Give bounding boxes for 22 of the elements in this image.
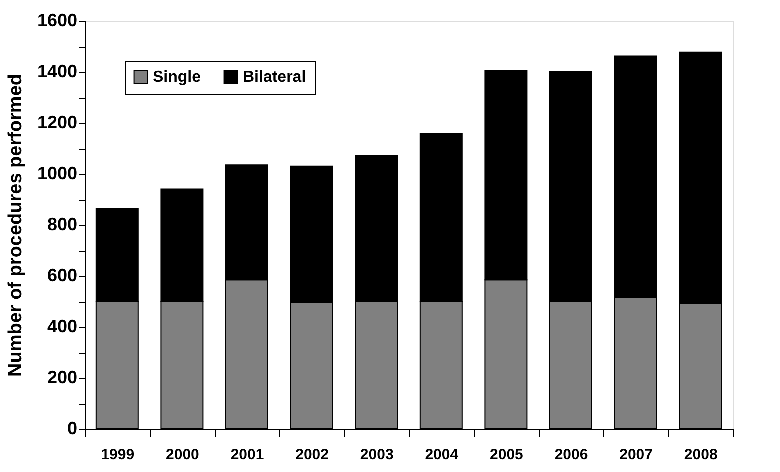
- y-tick-label: 800: [47, 214, 78, 234]
- x-tick-label: 2002: [296, 446, 329, 464]
- y-axis-title: Number of procedures performed: [5, 74, 26, 377]
- y-tick-label: 1600: [37, 10, 78, 30]
- x-tick-label: 2000: [166, 446, 200, 464]
- y-tick-label: 200: [47, 368, 78, 388]
- y-tick-label: 400: [47, 316, 78, 336]
- y-tick-label: 1200: [37, 112, 78, 132]
- x-tick-label: 2005: [490, 446, 524, 464]
- x-tick-label: 1999: [101, 446, 135, 464]
- x-tick-label: 2006: [554, 446, 588, 464]
- x-tick-label: 2007: [620, 446, 653, 464]
- y-tick-label: 1400: [37, 62, 78, 82]
- y-tick-label: 600: [47, 266, 78, 286]
- legend-label: Single: [153, 69, 202, 86]
- x-tick-label: 2001: [230, 446, 264, 464]
- x-tick-label: 2004: [425, 446, 460, 464]
- y-tick-label: 1000: [37, 164, 78, 184]
- y-tick-label: 0: [67, 418, 78, 438]
- legend-label: Bilateral: [243, 69, 306, 86]
- x-tick-label: 2003: [360, 446, 394, 464]
- x-tick-label: 2008: [684, 446, 718, 464]
